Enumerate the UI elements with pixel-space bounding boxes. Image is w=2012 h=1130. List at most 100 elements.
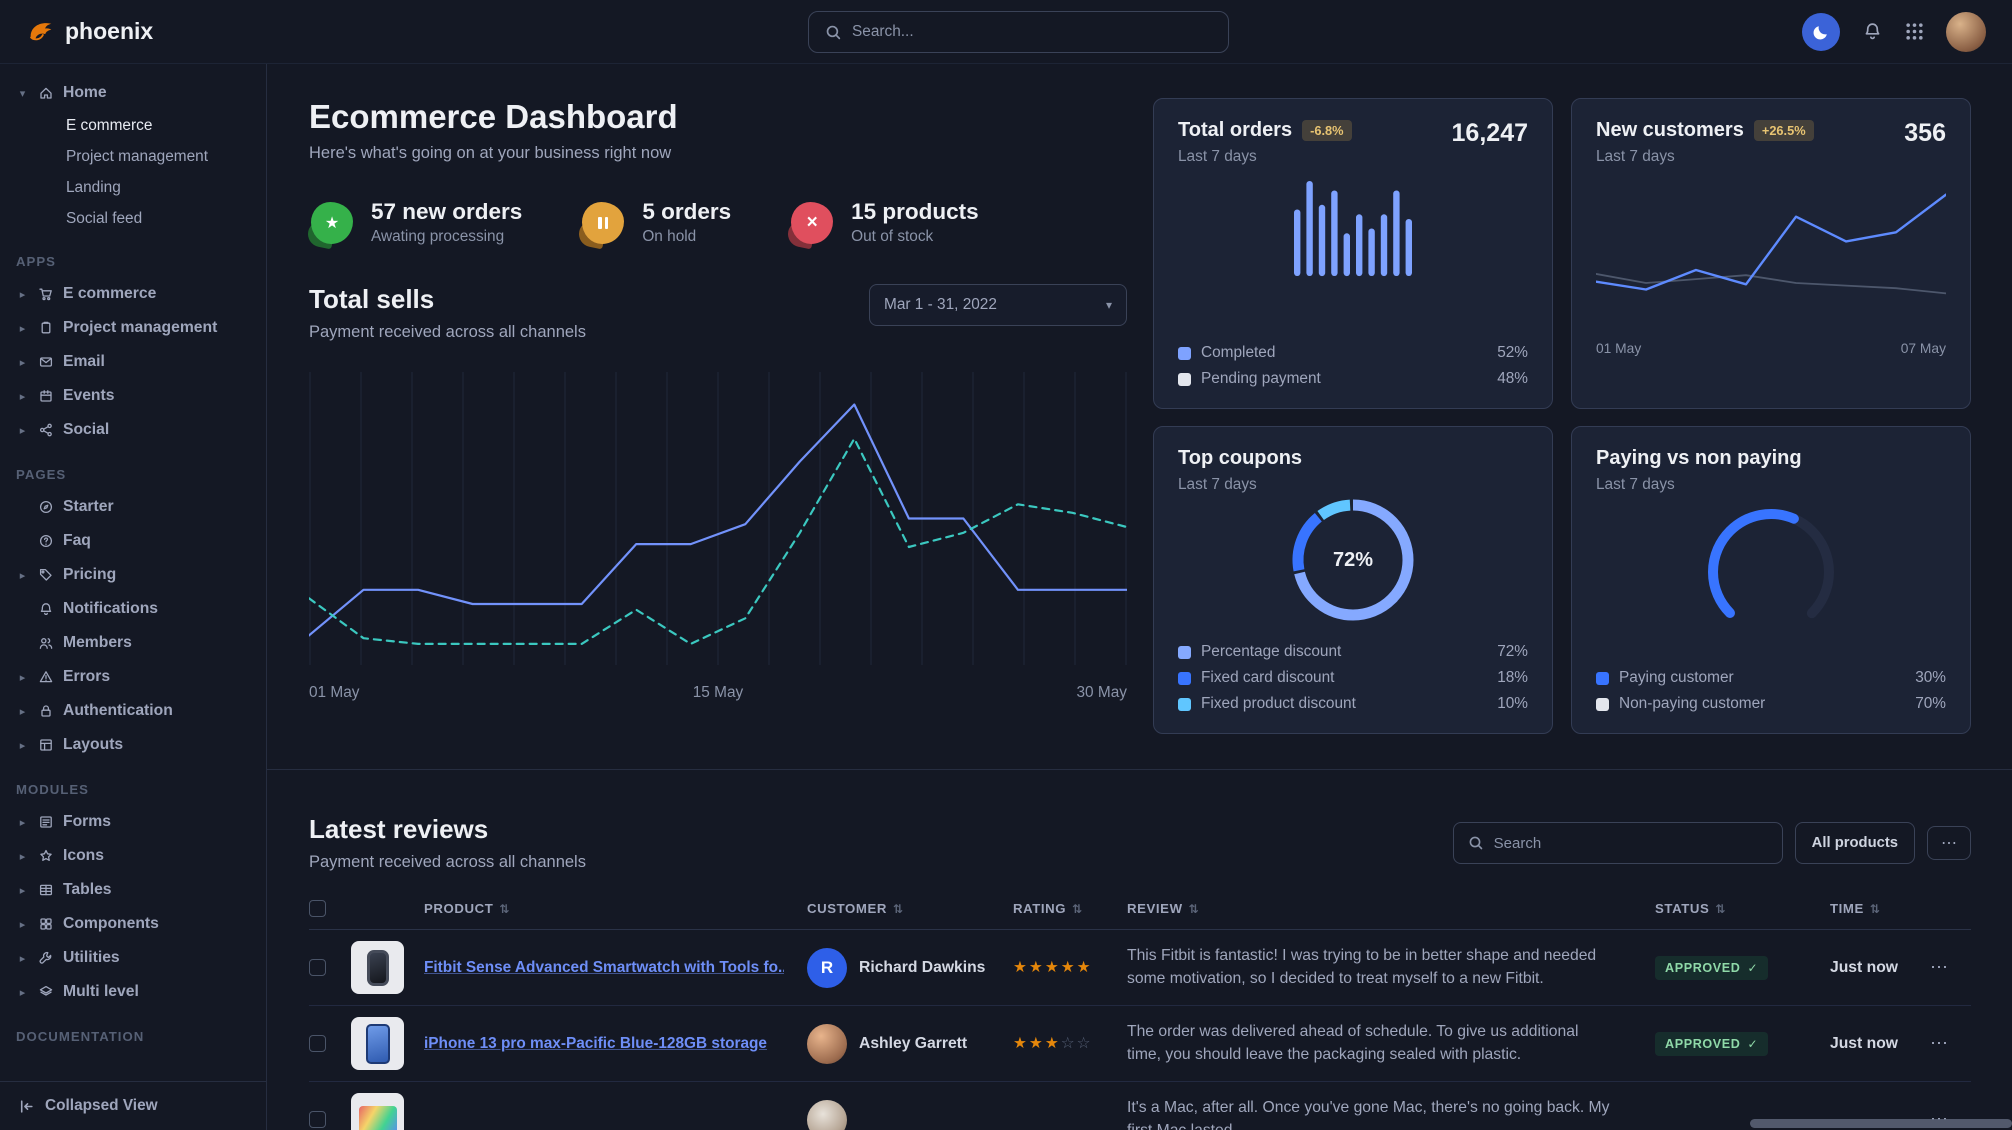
status-badge: APPROVED ✓ xyxy=(1655,955,1769,980)
customer-avatar xyxy=(807,1023,847,1064)
chevron-right-icon: ▸ xyxy=(19,884,26,897)
theme-toggle-button[interactable] xyxy=(1802,12,1840,51)
chevron-right-icon: ▸ xyxy=(19,671,26,684)
more-options-button[interactable]: ⋯ xyxy=(1927,826,1971,860)
card-period: Last 7 days xyxy=(1596,476,1675,493)
reviews-search-input[interactable] xyxy=(1493,834,1768,852)
global-search[interactable] xyxy=(808,11,1229,53)
customer-name: Ashley Garrett xyxy=(859,1034,968,1052)
legend-color-swatch xyxy=(1178,671,1191,685)
brand-logo[interactable]: phoenix xyxy=(26,17,153,47)
total-orders-card: Total orders -6.8% Last 7 days 16,247 Co… xyxy=(1153,98,1553,409)
date-range-select[interactable]: Mar 1 - 31, 2022 ▾ xyxy=(869,284,1127,326)
apps-grid-button[interactable] xyxy=(1905,22,1924,41)
horizontal-scrollbar-thumb[interactable] xyxy=(1750,1119,2012,1128)
sidebar-item-e-commerce[interactable]: ▸ E commerce xyxy=(0,277,266,311)
sidebar-item-email[interactable]: ▸ Email xyxy=(0,345,266,379)
legend-color-swatch xyxy=(1596,697,1609,711)
sidebar-item-icons[interactable]: ▸ Icons xyxy=(0,839,266,873)
column-header-review[interactable]: REVIEW ⇅ xyxy=(1127,901,1200,916)
column-header-status[interactable]: STATUS ⇅ xyxy=(1655,901,1727,916)
reviews-title: Latest reviews xyxy=(309,814,489,844)
sidebar-subitem-project-management[interactable]: Project management xyxy=(66,147,209,165)
sidebar-subitem-landing[interactable]: Landing xyxy=(66,178,121,196)
table-icon xyxy=(38,882,54,898)
sidebar-subitem-social-feed[interactable]: Social feed xyxy=(66,209,143,227)
hero-section: Ecommerce Dashboard Here's what's going … xyxy=(267,64,2012,770)
star-filled-icon: ★ xyxy=(1028,959,1045,976)
legend-color-swatch xyxy=(1178,697,1191,711)
sidebar-item-home[interactable]: ▾ Home xyxy=(0,76,266,110)
legend-value: 30% xyxy=(1915,669,1946,686)
row-checkbox[interactable] xyxy=(309,1111,326,1128)
chevron-right-icon: ▸ xyxy=(19,322,26,335)
all-products-filter-button[interactable]: All products xyxy=(1794,822,1915,864)
trend-badge: -6.8% xyxy=(1302,120,1352,141)
sidebar-item-faq[interactable]: Faq xyxy=(0,524,266,558)
sidebar-item-errors[interactable]: ▸ Errors xyxy=(0,660,266,694)
row-checkbox[interactable] xyxy=(309,1035,326,1052)
row-actions-button[interactable]: ⋯ xyxy=(1930,1033,1948,1053)
legend-value: 10% xyxy=(1497,695,1528,712)
card-title: New customers xyxy=(1596,119,1744,141)
star-empty-icon: ☆ xyxy=(1060,1035,1077,1052)
product-link[interactable]: iPhone 13 pro max-Pacific Blue-128GB sto… xyxy=(424,1034,767,1052)
review-text: This Fitbit is fantastic! I was trying t… xyxy=(1127,946,1597,987)
user-avatar[interactable] xyxy=(1946,11,1986,52)
legend-value: 70% xyxy=(1915,695,1946,712)
users-icon xyxy=(38,635,54,651)
column-header-rating[interactable]: RATING ⇅ xyxy=(1013,901,1083,916)
sidebar-item-layouts[interactable]: ▸ Layouts xyxy=(0,728,266,762)
mail-icon xyxy=(38,354,54,370)
card-value: 16,247 xyxy=(1451,119,1528,147)
table-row: It's a Mac, after all. Once you've gone … xyxy=(309,1082,1971,1130)
sidebar-item-components[interactable]: ▸ Components xyxy=(0,907,266,941)
sidebar-item-forms[interactable]: ▸ Forms xyxy=(0,805,266,839)
legend-color-swatch xyxy=(1596,671,1609,685)
reviews-search[interactable] xyxy=(1452,822,1783,864)
paying-card: Paying vs non paying Last 7 days Paying … xyxy=(1571,426,1971,734)
column-header-product[interactable]: PRODUCT ⇅ xyxy=(424,901,511,916)
stat-caption: On hold xyxy=(642,228,697,245)
sidebar-item-events[interactable]: ▸ Events xyxy=(0,379,266,413)
grid-icon xyxy=(1905,22,1924,41)
stat-item: 5 orders On hold xyxy=(576,199,732,249)
chevron-right-icon: ▸ xyxy=(19,424,26,437)
notifications-button[interactable] xyxy=(1862,21,1883,42)
sidebar-item-project-management[interactable]: ▸ Project management xyxy=(0,311,266,345)
sidebar-item-utilities[interactable]: ▸ Utilities xyxy=(0,941,266,975)
sidebar-subitem-e-commerce[interactable]: E commerce xyxy=(66,116,153,134)
search-input[interactable] xyxy=(852,23,1212,41)
legend-item: Pending payment 48% xyxy=(1178,370,1528,388)
column-header-customer[interactable]: CUSTOMER ⇅ xyxy=(807,901,904,916)
search-icon xyxy=(825,24,842,41)
sidebar-item-starter[interactable]: Starter xyxy=(0,490,266,524)
question-icon xyxy=(38,533,54,549)
select-all-checkbox[interactable] xyxy=(309,900,326,917)
collapse-view-button[interactable]: Collapsed View xyxy=(0,1081,266,1130)
collapse-icon xyxy=(18,1098,35,1115)
sidebar-item-multi-level[interactable]: ▸ Multi level xyxy=(0,975,266,1009)
stat-value: 5 orders xyxy=(642,199,732,224)
sidebar-item-pricing[interactable]: ▸ Pricing xyxy=(0,558,266,592)
star-empty-icon: ☆ xyxy=(1076,1035,1093,1052)
row-actions-button[interactable]: ⋯ xyxy=(1930,957,1948,977)
x-axis-label: 01 May xyxy=(309,684,360,701)
home-icon xyxy=(38,85,54,101)
sidebar-item-members[interactable]: Members xyxy=(0,626,266,660)
sidebar-item-social[interactable]: ▸ Social xyxy=(0,413,266,447)
legend-item: Fixed card discount 18% xyxy=(1178,669,1528,687)
row-checkbox[interactable] xyxy=(309,959,326,976)
total-orders-chart xyxy=(1178,172,1528,280)
share-icon xyxy=(38,422,54,438)
search-icon xyxy=(1468,835,1484,851)
sidebar-item-notifications[interactable]: Notifications xyxy=(0,592,266,626)
card-title: Top coupons xyxy=(1178,447,1303,469)
review-time: Just now xyxy=(1830,958,1898,976)
column-header-time[interactable]: TIME ⇅ xyxy=(1830,901,1881,916)
sidebar-item-authentication[interactable]: ▸ Authentication xyxy=(0,694,266,728)
latest-reviews-section: Latest reviews Payment received across a… xyxy=(267,770,2012,1130)
sidebar-item-tables[interactable]: ▸ Tables xyxy=(0,873,266,907)
product-link[interactable]: Fitbit Sense Advanced Smartwatch with To… xyxy=(424,958,784,976)
